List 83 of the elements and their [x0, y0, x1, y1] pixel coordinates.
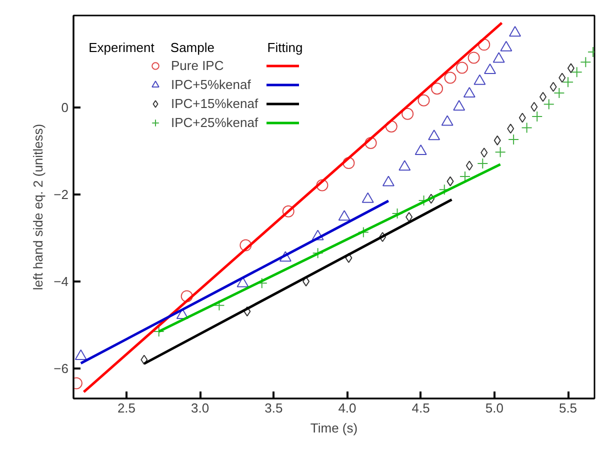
point: [240, 239, 252, 252]
legend-label: IPC+15%kenaf: [171, 95, 258, 112]
point: [567, 63, 574, 74]
point: [398, 160, 411, 171]
point: [441, 115, 454, 126]
point: [508, 134, 520, 146]
y-tick-label: −4: [54, 274, 69, 289]
point: [562, 76, 574, 88]
point: [214, 300, 225, 311]
point: [480, 148, 488, 158]
point: [406, 212, 413, 222]
legend-label: IPC+25%kenaf: [171, 114, 258, 132]
point: [382, 176, 394, 186]
point: [176, 308, 188, 320]
point: [530, 102, 538, 112]
point: [364, 137, 377, 150]
point: [477, 158, 488, 169]
point: [358, 226, 369, 238]
point: [279, 251, 292, 262]
point: [338, 210, 350, 221]
point: [418, 94, 430, 106]
point: [456, 62, 468, 74]
point: [558, 72, 566, 83]
y-tick-label: −2: [54, 186, 69, 202]
point: [345, 252, 352, 263]
point: [466, 160, 473, 171]
annotation: Fitting: [267, 40, 303, 56]
point: [402, 108, 414, 120]
point: [342, 157, 355, 170]
point: [494, 146, 506, 158]
legend-label: IPC+5%kenaf: [171, 76, 251, 94]
point: [446, 176, 454, 186]
point: [543, 98, 554, 110]
point: [431, 82, 444, 95]
y-tick-label: 0: [61, 100, 69, 115]
x-tick-label: 5.0: [485, 400, 504, 416]
x-tick-label: 3.0: [191, 400, 210, 416]
x-axis-title: Time (s): [310, 420, 358, 436]
annotation: Experiment: [88, 40, 155, 56]
point: [316, 179, 328, 192]
point: [507, 124, 514, 134]
point: [500, 40, 512, 52]
point: [484, 63, 496, 74]
y-tick-label: −6: [54, 360, 69, 376]
point: [571, 66, 582, 78]
point: [282, 205, 294, 218]
point: [550, 82, 557, 92]
point: [428, 194, 435, 204]
x-tick-label: 2.5: [117, 400, 136, 416]
point: [385, 120, 398, 132]
point: [532, 110, 543, 122]
point: [312, 230, 324, 240]
point: [74, 349, 87, 360]
x-tick-label: 4.5: [412, 400, 430, 416]
point: [140, 354, 148, 365]
point: [509, 26, 522, 37]
x-tick-label: 5.5: [558, 400, 578, 416]
point: [521, 122, 532, 134]
point: [518, 112, 526, 123]
point: [244, 306, 251, 316]
point: [444, 72, 456, 84]
x-tick-label: 4.0: [338, 400, 356, 416]
point: [414, 144, 427, 155]
point: [580, 56, 592, 68]
legend-title: Sample: [170, 40, 214, 56]
point: [180, 290, 193, 302]
legend-label: Pure IPC: [171, 57, 224, 74]
point: [492, 52, 505, 63]
point: [153, 326, 164, 337]
point: [463, 86, 476, 98]
point: [453, 100, 466, 111]
point: [428, 130, 440, 140]
point: [494, 135, 501, 146]
x-tick-label: 3.5: [264, 400, 283, 416]
point: [362, 192, 374, 203]
point: [392, 208, 403, 220]
point: [312, 248, 324, 259]
point: [539, 92, 546, 102]
y-axis-title: left hand side eq. 2 (unitless): [30, 124, 46, 290]
point: [379, 232, 386, 242]
point: [468, 52, 480, 64]
point: [554, 87, 565, 98]
point: [474, 74, 486, 85]
